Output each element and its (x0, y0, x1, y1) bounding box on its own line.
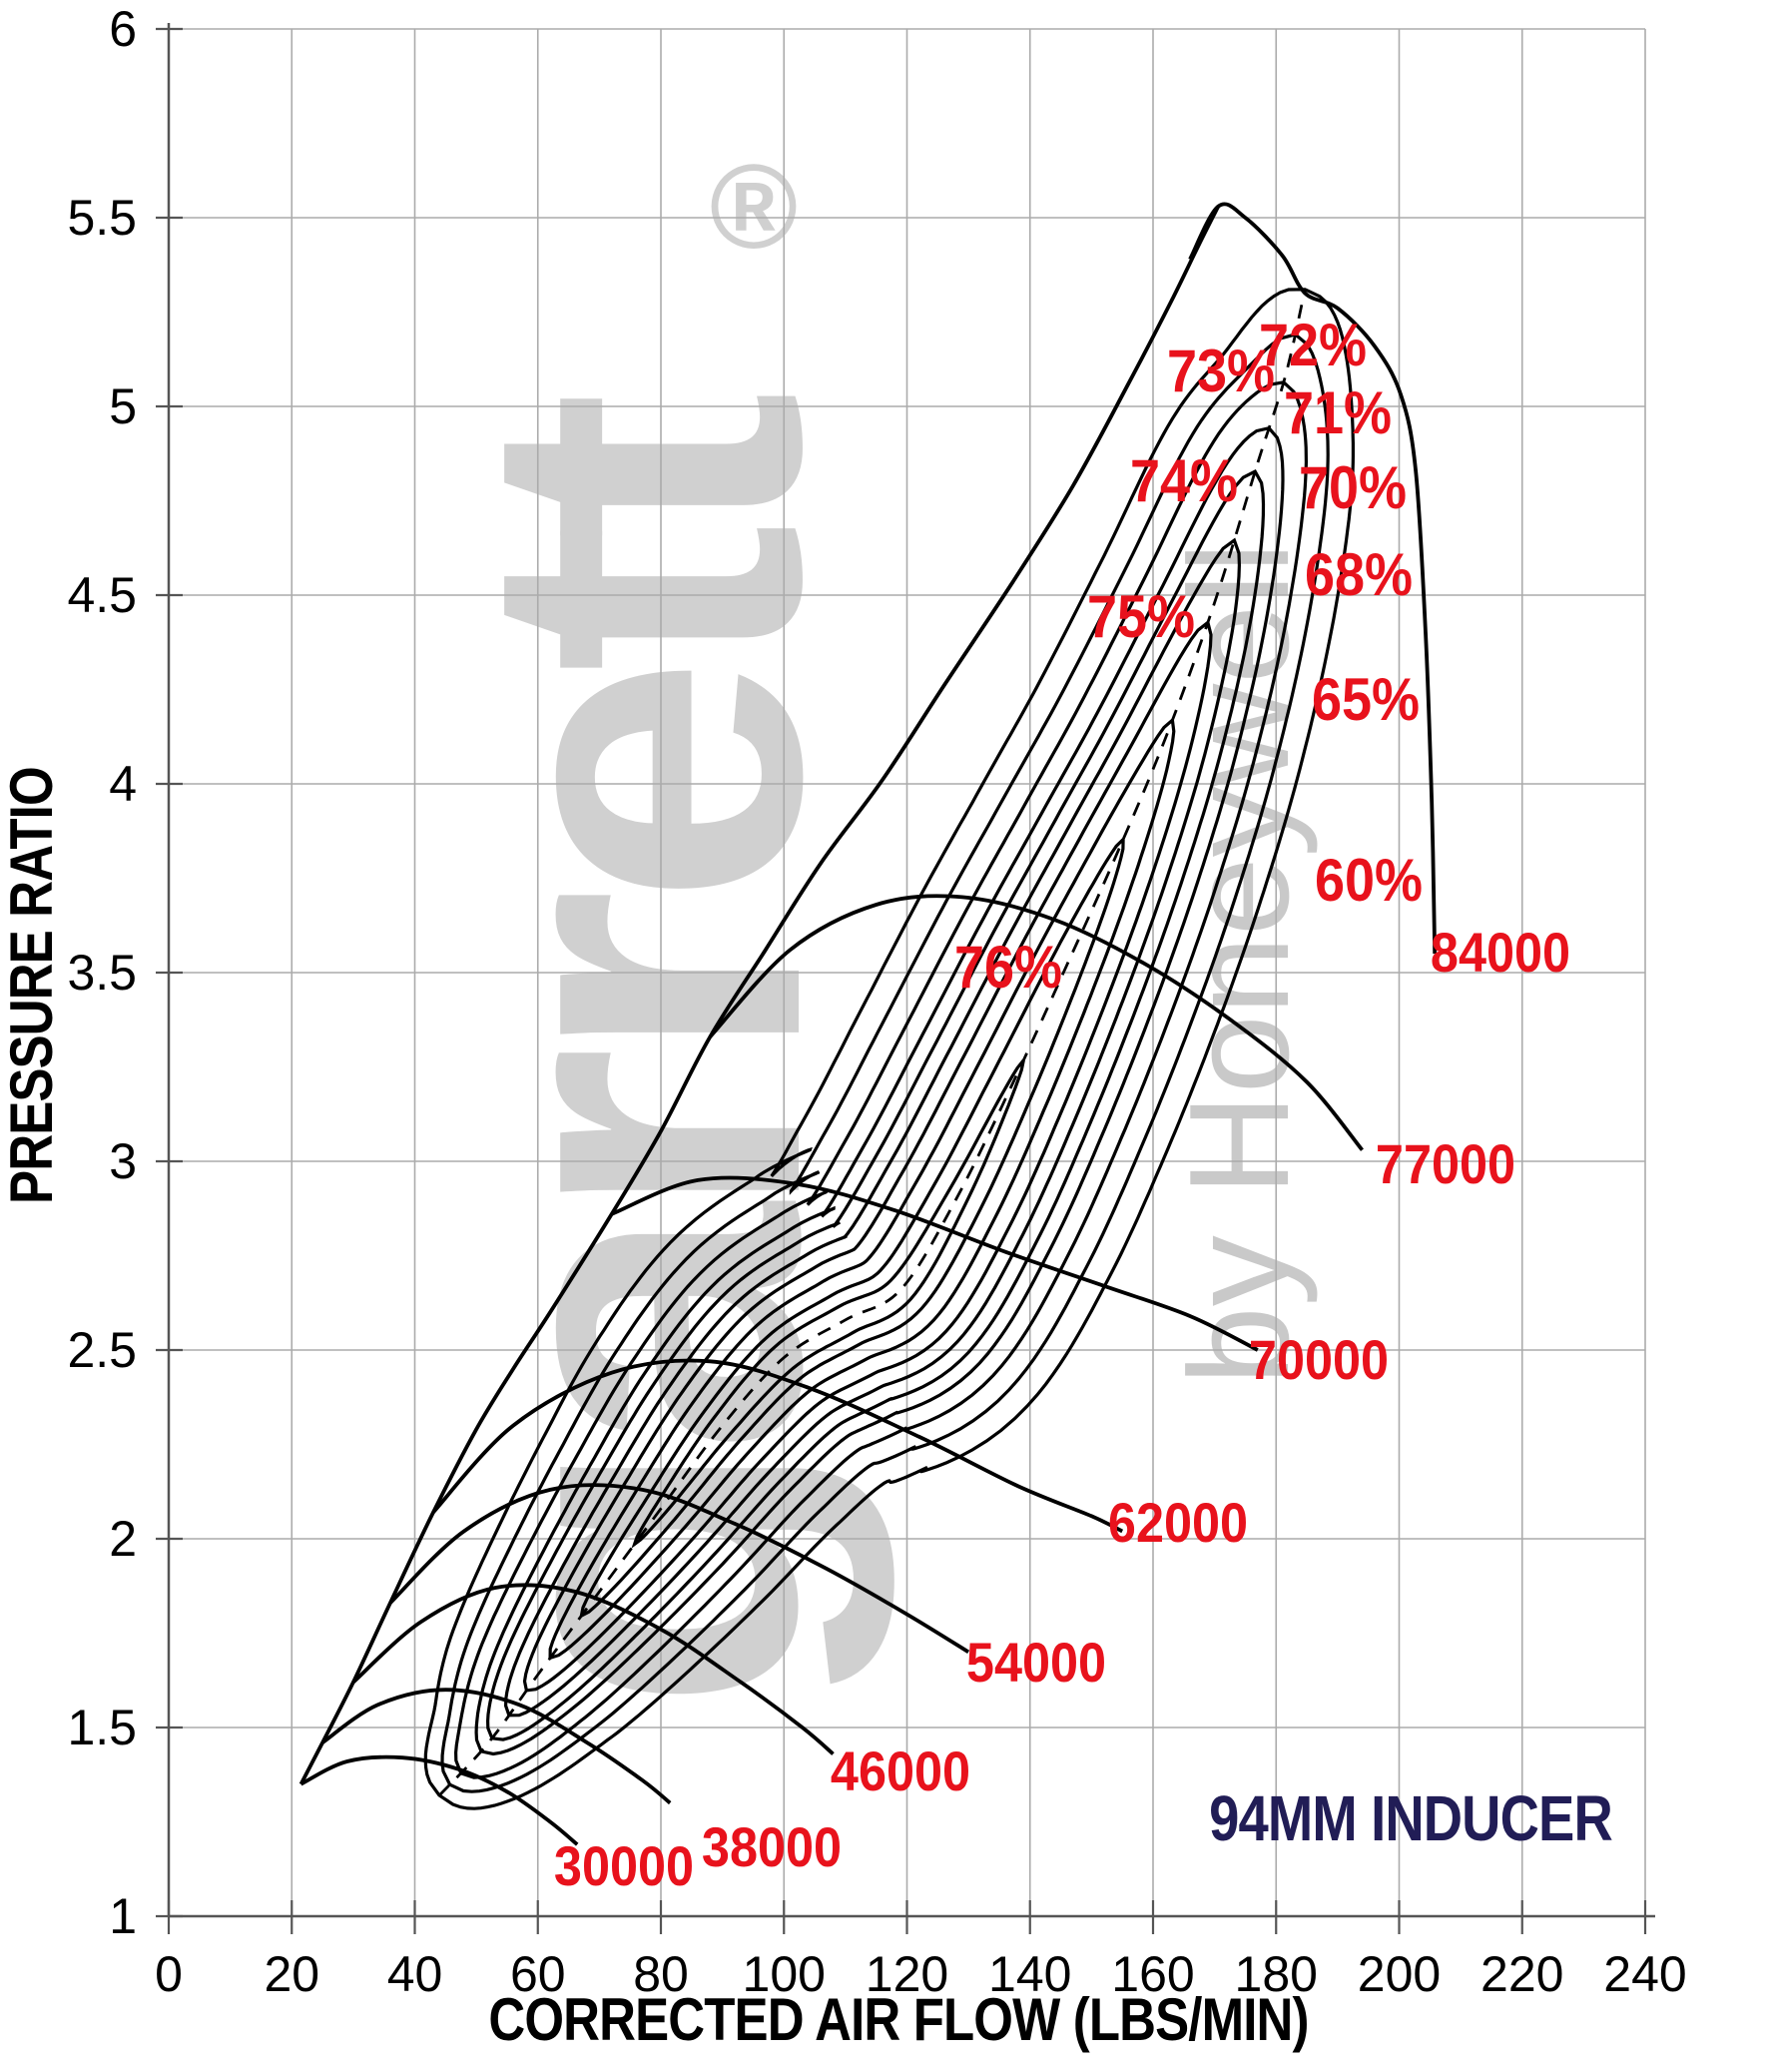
speed-label-77000: 77000 (1376, 1134, 1515, 1196)
speed-line-38000 (321, 1688, 672, 1805)
efficiency-label-74: 74% (1130, 447, 1238, 514)
x-tick-label: 80 (633, 1946, 689, 2002)
y-tick-label: 4.5 (67, 567, 137, 623)
speed-label-46000: 46000 (831, 1741, 970, 1803)
x-tick-label: 60 (510, 1946, 566, 2002)
y-tick-label: 5 (109, 378, 137, 434)
speed-line-77000 (708, 894, 1364, 1151)
x-tick-label: 120 (866, 1946, 948, 2002)
y-tick-label: 4 (109, 756, 137, 812)
map-curves (298, 202, 1438, 1846)
y-tick-label: 1 (109, 1888, 137, 1944)
speed-line-54000 (388, 1483, 970, 1655)
speed-label-38000: 38000 (702, 1817, 842, 1879)
speed-label-30000: 30000 (554, 1836, 694, 1898)
x-tick-label: 20 (264, 1946, 319, 2002)
x-tick-label: 0 (155, 1946, 183, 2002)
efficiency-label-68: 68% (1305, 541, 1413, 608)
x-tick-label: 100 (743, 1946, 826, 2002)
efficiency-label-75: 75% (1087, 583, 1195, 650)
speed-line-30000 (299, 1754, 579, 1846)
efficiency-island-71 (485, 468, 1266, 1741)
y-tick-label: 5.5 (67, 190, 137, 246)
axes (156, 23, 1655, 1934)
efficiency-label-73: 73% (1167, 338, 1275, 404)
efficiency-label-65: 65% (1312, 666, 1420, 733)
tick-labels: 0 20 40 60 80 100 120 140 160 180 200 220 240 1 1.5 2 2.… (67, 1, 1686, 2002)
y-axis-title: PRESSURE RATIO (0, 767, 65, 1204)
inducer-size-annotation: 94MM INDUCER (1209, 1782, 1612, 1854)
x-tick-label: 140 (988, 1946, 1071, 2002)
efficiency-island-72 (503, 537, 1242, 1718)
y-tick-label: 3 (109, 1133, 137, 1189)
efficiency-label-71: 71% (1284, 379, 1392, 446)
y-tick-label: 2 (109, 1511, 137, 1567)
speed-label-62000: 62000 (1108, 1493, 1248, 1555)
x-tick-label: 200 (1358, 1946, 1441, 2002)
y-tick-label: 2.5 (67, 1322, 137, 1378)
speed-label-54000: 54000 (966, 1633, 1106, 1695)
efficiency-label-72: 72% (1259, 312, 1367, 378)
speed-line-62000 (431, 1358, 1124, 1534)
efficiency-label-70: 70% (1299, 454, 1407, 521)
x-tick-label: 180 (1235, 1946, 1318, 2002)
x-tick-label: 40 (387, 1946, 443, 2002)
efficiency-island-75 (579, 835, 1125, 1620)
x-tick-label: 220 (1480, 1946, 1563, 2002)
x-axis-title: CORRECTED AIR FLOW (LBS/MIN) (488, 1986, 1308, 2053)
efficiency-label-60: 60% (1315, 847, 1423, 914)
y-tick-label: 1.5 (67, 1700, 137, 1755)
speed-line-46000 (351, 1583, 835, 1755)
speed-line-84000 (1188, 202, 1438, 955)
x-tick-label: 160 (1111, 1946, 1194, 2002)
speed-line-70000 (610, 1175, 1259, 1352)
speed-label-84000: 84000 (1431, 923, 1570, 985)
y-tick-label: 6 (109, 1, 137, 57)
peak-efficiency-dashed-line (438, 289, 1307, 1796)
x-tick-label: 240 (1603, 1946, 1686, 2002)
watermark-brand: garrett (390, 392, 897, 1712)
speed-label-70000: 70000 (1249, 1330, 1389, 1392)
surge-line (298, 205, 1220, 1785)
y-tick-label: 3.5 (67, 945, 137, 1001)
data-labels: 30000 38000 46000 54000 62000 70000 77000 84000… (554, 312, 1570, 1897)
efficiency-label-76: 76% (954, 934, 1062, 1001)
